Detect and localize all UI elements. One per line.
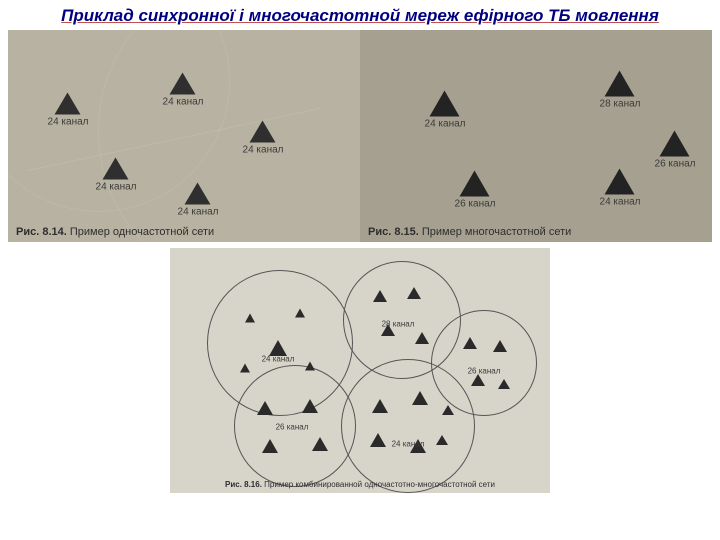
tower-marker xyxy=(442,405,454,415)
cluster-label: 28 канал xyxy=(382,320,415,329)
tower-label: 26 канал xyxy=(455,199,496,210)
cluster-label: 24 канал xyxy=(392,440,425,449)
panel-caption: Рис. 8.14. Пример одночастотной сети xyxy=(16,226,214,238)
panel-multi-frequency: 24 канал 28 канал 26 канал 26 канал 24 канал… xyxy=(360,30,712,242)
tower-marker xyxy=(372,399,388,413)
tower-marker xyxy=(262,439,278,453)
coverage-circle xyxy=(341,359,475,493)
top-row: 24 канал24 канал24 канал24 канал24 канал… xyxy=(0,30,720,242)
tower-marker: 24 канал xyxy=(48,93,89,128)
tower-label: 28 канал xyxy=(600,99,641,110)
tower-marker xyxy=(240,364,250,373)
cluster-label: 24 канал xyxy=(262,355,295,364)
tower-marker xyxy=(373,290,387,302)
tower-label: 24 канал xyxy=(96,182,137,193)
tower-marker xyxy=(436,435,448,445)
cluster-label: 26 канал xyxy=(276,423,309,432)
tower-marker xyxy=(407,287,421,299)
tower-label: 24 канал xyxy=(178,207,219,218)
tower-marker xyxy=(295,309,305,318)
tower-marker: 24 канал xyxy=(96,158,137,193)
tower-marker xyxy=(302,399,318,413)
tower-marker xyxy=(471,374,485,386)
panel-caption: Рис. 8.15. Пример многочастотной сети xyxy=(368,226,571,238)
tower-marker xyxy=(498,379,510,389)
tower-marker: 24 канал xyxy=(600,169,641,208)
tower-marker xyxy=(415,332,429,344)
panel-combined: 24 канал 28 канал 26 канал 26 канал 24 канал… xyxy=(170,248,550,493)
tower-marker xyxy=(245,314,255,323)
tower-marker xyxy=(493,340,507,352)
tower-marker xyxy=(463,337,477,349)
tower-label: 24 канал xyxy=(425,119,466,130)
tower-marker xyxy=(412,391,428,405)
tower-marker: 24 канал xyxy=(163,73,204,108)
tower-marker xyxy=(257,401,273,415)
page-title: Приклад синхронної і многочастотной мере… xyxy=(0,0,720,30)
tower-label: 26 канал xyxy=(655,159,696,170)
tower-marker: 24 канал xyxy=(425,91,466,130)
tower-marker xyxy=(370,433,386,447)
tower-marker xyxy=(305,362,315,371)
tower-label: 24 канал xyxy=(48,117,89,128)
tower-marker: 28 канал xyxy=(600,71,641,110)
tower-label: 24 канал xyxy=(243,145,284,156)
cluster-label: 26 канал xyxy=(468,367,501,376)
tower-marker xyxy=(312,437,328,451)
bottom-row: 24 канал 28 канал 26 канал 26 канал 24 канал… xyxy=(0,242,720,493)
panel-caption: Рис. 8.16. Пример комбинированной одноча… xyxy=(170,480,550,489)
tower-marker: 26 канал xyxy=(655,131,696,170)
tower-label: 24 канал xyxy=(600,197,641,208)
tower-marker: 26 канал xyxy=(455,171,496,210)
tower-marker: 24 канал xyxy=(178,183,219,218)
panel-single-frequency: 24 канал 24 канал 24 канал 24 канал 24 канал… xyxy=(8,30,360,242)
tower-label: 24 канал xyxy=(163,97,204,108)
tower-marker: 24 канал xyxy=(243,121,284,156)
